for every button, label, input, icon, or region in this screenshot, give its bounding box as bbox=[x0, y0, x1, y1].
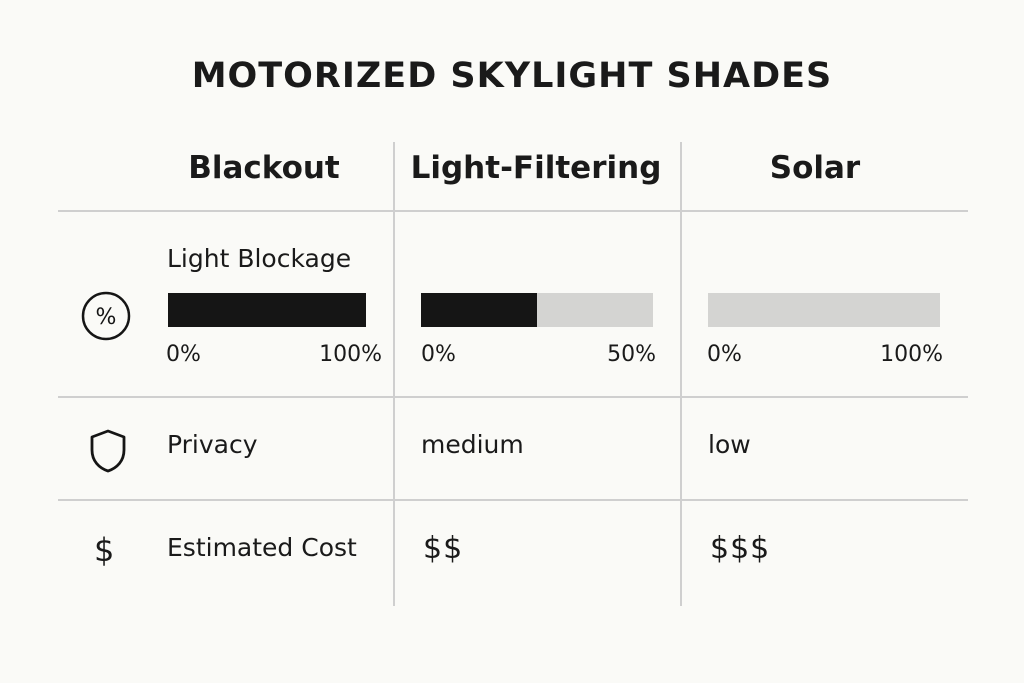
column-header-blackout: Blackout bbox=[188, 150, 340, 186]
tick-label-max: 100% bbox=[880, 342, 943, 367]
svg-text:%: % bbox=[96, 305, 117, 330]
row-label-light-blockage: Light Blockage bbox=[167, 244, 352, 273]
row-label-estimated-cost: Estimated Cost bbox=[167, 533, 357, 562]
dollar-icon: $ bbox=[94, 531, 115, 569]
column-divider bbox=[680, 142, 682, 606]
bar-fill-light-filtering bbox=[421, 293, 537, 327]
row-label-privacy: Privacy bbox=[167, 430, 258, 459]
tick-label-min: 0% bbox=[707, 342, 742, 367]
column-header-solar: Solar bbox=[769, 150, 861, 186]
bar-track-blackout bbox=[168, 293, 366, 327]
row-divider bbox=[58, 499, 968, 501]
tick-label-min: 0% bbox=[421, 342, 456, 367]
row-divider bbox=[58, 396, 968, 398]
column-divider bbox=[393, 142, 395, 606]
shield-icon bbox=[90, 429, 126, 473]
tick-label-max: 50% bbox=[607, 342, 656, 367]
tick-label-max: 100% bbox=[319, 342, 382, 367]
privacy-light-filtering: medium bbox=[421, 430, 524, 459]
page-title: MOTORIZED SKYLIGHT SHADES bbox=[191, 56, 833, 96]
bar-track-solar bbox=[708, 293, 940, 327]
cost-light-filtering: $$ bbox=[423, 531, 464, 566]
tick-label-min: 0% bbox=[166, 342, 201, 367]
bar-track-light-filtering bbox=[421, 293, 653, 327]
cost-solar: $$$ bbox=[710, 531, 771, 566]
row-divider bbox=[58, 210, 968, 212]
percent-icon: % bbox=[81, 291, 131, 341]
privacy-solar: low bbox=[708, 430, 751, 459]
bar-fill-blackout bbox=[168, 293, 366, 327]
column-header-light-filtering: Light-Filtering bbox=[410, 150, 662, 186]
